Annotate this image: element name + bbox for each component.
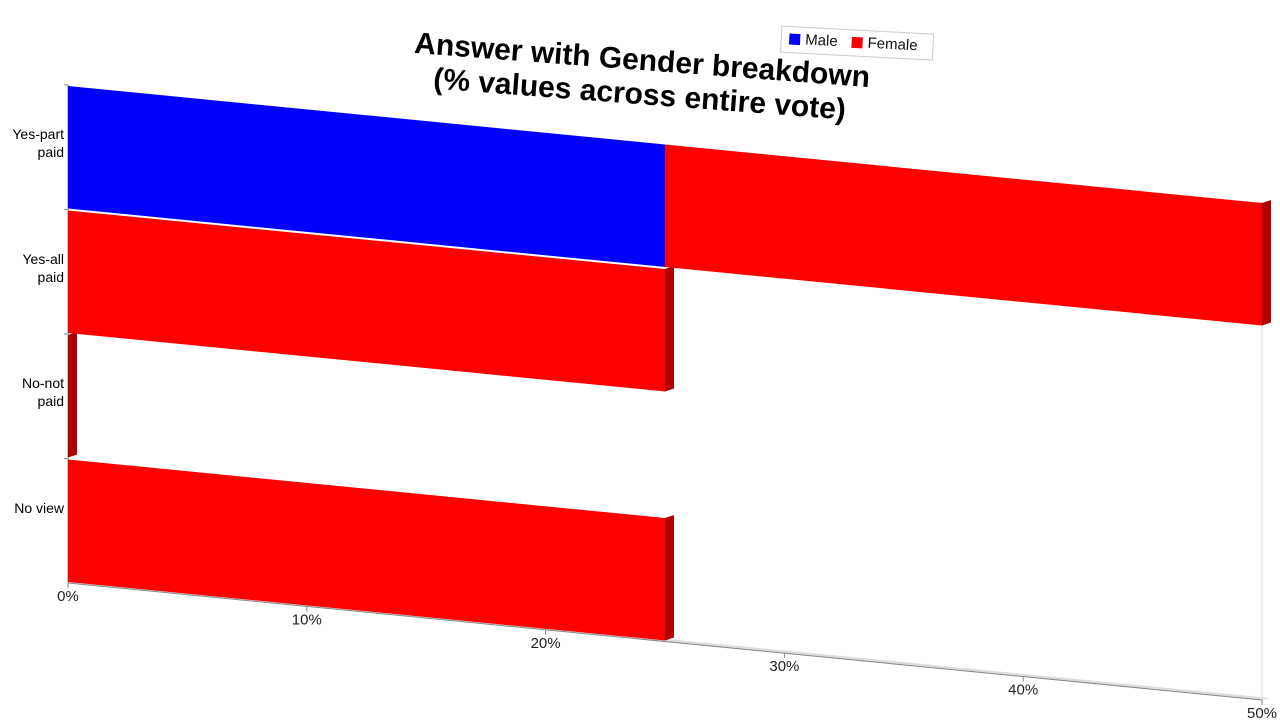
- bar: [68, 459, 665, 641]
- bar: [68, 210, 665, 392]
- bar: [665, 144, 1262, 326]
- x-tick-label: 50%: [1247, 705, 1277, 720]
- x-tick-label: 20%: [531, 635, 561, 652]
- bar-side: [665, 515, 674, 641]
- y-tick-label: Yes-part paid: [12, 126, 64, 161]
- x-tick-label: 40%: [1008, 682, 1038, 699]
- x-tick-label: 0%: [57, 588, 79, 605]
- x-axis: [67, 582, 1263, 701]
- legend-label: Male: [805, 31, 838, 50]
- x-tick-label: 30%: [769, 658, 799, 675]
- bar-side: [665, 266, 674, 392]
- y-tick-label: Yes-all paid: [22, 250, 64, 285]
- legend-swatch: [851, 36, 863, 49]
- bar: [68, 86, 665, 267]
- legend: Male Female: [780, 25, 935, 61]
- legend-label: Female: [867, 35, 918, 55]
- x-tick-label: 10%: [292, 611, 322, 628]
- bar-side: [68, 332, 77, 458]
- bar-side: [1262, 200, 1271, 326]
- y-tick-label: No-not paid: [21, 375, 64, 410]
- legend-swatch: [788, 33, 801, 46]
- y-tick-label: No view: [14, 499, 64, 516]
